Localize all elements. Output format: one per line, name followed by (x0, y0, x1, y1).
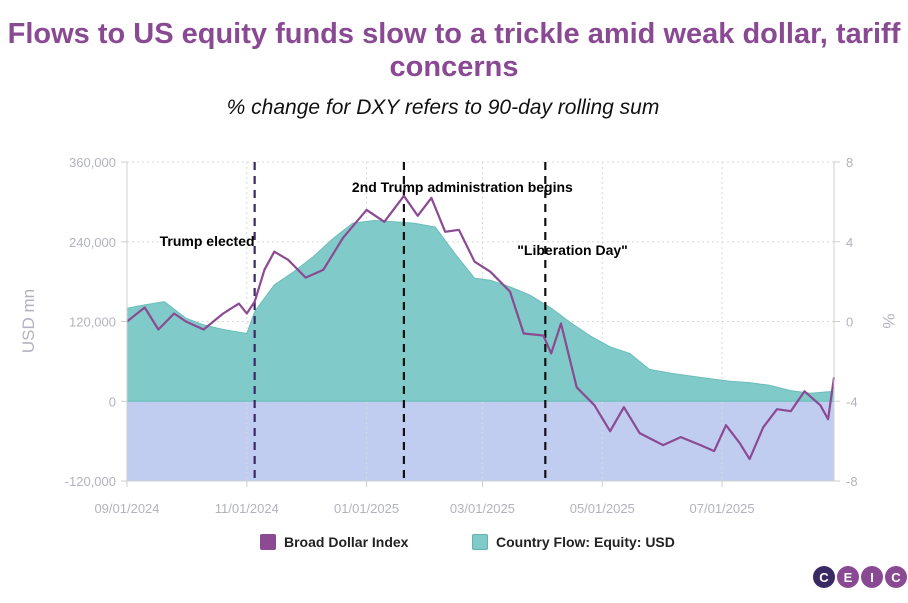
y-right-tick-label-4: 8 (846, 155, 853, 170)
logo-letter-e: E (837, 566, 859, 588)
legend-swatch-dollar-index (260, 534, 276, 550)
negative-region (127, 401, 834, 481)
y-right-tick-label-3: 4 (846, 235, 853, 250)
legend-swatch-equity-flow (472, 534, 488, 550)
y-left-tick-label-0: -120,000 (65, 474, 116, 489)
y-left-tick-label-4: 360,000 (69, 155, 116, 170)
equity-flow-area (126, 219, 835, 402)
logo-letter-i: I (861, 566, 883, 588)
x-tick-label-4: 05/01/2025 (570, 501, 635, 516)
y-left-tick-label-1: 0 (109, 394, 116, 409)
legend-label-equity-flow: Country Flow: Equity: USD (496, 534, 675, 550)
chart-subtitle: % change for DXY refers to 90-day rollin… (226, 96, 660, 119)
y-right-tick-label-1: -4 (846, 394, 858, 409)
annotations: Trump elected 2nd Trump administration be… (160, 162, 628, 481)
x-tick-label-2: 01/01/2025 (334, 501, 399, 516)
y-right-title: % (879, 313, 898, 328)
y-left-tick-label-2: 120,000 (69, 315, 116, 330)
legend-item-dollar-index[interactable]: Broad Dollar Index (260, 534, 408, 550)
annotation-label-0: Trump elected (160, 233, 255, 249)
chart-title: Flows to US equity funds slow to a trick… (7, 18, 901, 83)
legend-label-dollar-index: Broad Dollar Index (284, 534, 409, 550)
logo-letter-c1: C (813, 566, 835, 588)
x-tick-label-5: 07/01/2025 (690, 501, 755, 516)
legend: Broad Dollar Index Country Flow: Equity:… (0, 534, 908, 554)
y-right-tick-label-0: -8 (846, 474, 858, 489)
x-tick-label-1: 11/01/2024 (215, 501, 279, 516)
y-right-tick-label-2: 0 (846, 315, 853, 330)
annotation-label-1: 2nd Trump administration begins (352, 179, 573, 195)
annotation-label-2: "Liberation Day" (517, 242, 628, 258)
legend-item-equity-flow[interactable]: Country Flow: Equity: USD (472, 534, 675, 550)
ceic-logo: C E I C (813, 566, 908, 588)
y-left-tick-label-3: 240,000 (69, 235, 116, 250)
dollar-index-line (126, 194, 836, 461)
axes: -120,000 0 120,000 240,000 360,000 -8 -4 0 4 8 09/… (65, 155, 858, 516)
x-tick-label-0: 09/01/2024 (94, 501, 159, 516)
y-left-title: USD mn (19, 289, 38, 353)
x-tick-label-3: 03/01/2025 (450, 501, 515, 516)
logo-letter-c2: C (885, 566, 907, 588)
